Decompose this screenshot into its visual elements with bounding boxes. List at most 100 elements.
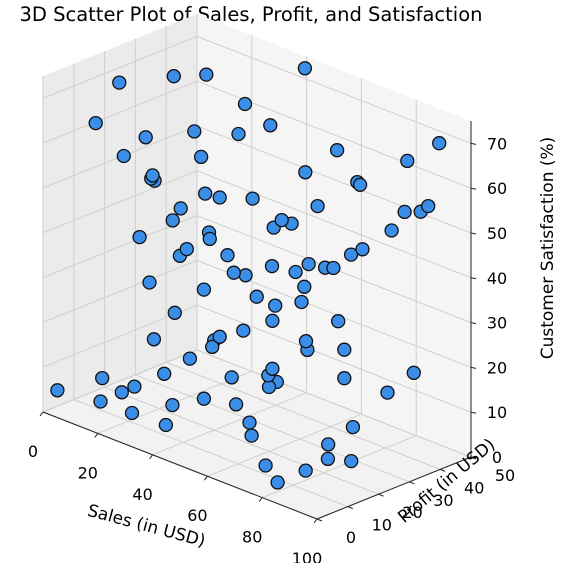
- x-axis-line: [42, 411, 318, 520]
- y-tick-mark: [347, 506, 353, 510]
- data-point: [196, 282, 212, 297]
- data-point: [157, 366, 172, 381]
- data-point: [205, 339, 220, 355]
- x-tick-mark: [203, 475, 208, 481]
- grid-line: [262, 435, 417, 499]
- grid-line: [104, 386, 379, 495]
- data-point: [158, 417, 174, 433]
- data-point: [331, 314, 346, 329]
- data-point: [245, 191, 260, 206]
- z-tick-label: 50: [487, 224, 507, 243]
- z-axis-label: Customer Satisfaction (%): [538, 137, 558, 360]
- y-tick-label: 30: [433, 491, 453, 510]
- data-point: [301, 256, 316, 272]
- z-tick-mark: [470, 142, 477, 145]
- z-tick-label: 70: [487, 134, 507, 153]
- y-tick-label: 20: [402, 503, 422, 522]
- grid-line: [42, 170, 198, 234]
- data-point: [226, 265, 241, 280]
- data-point: [124, 405, 140, 421]
- data-point: [326, 260, 341, 276]
- grid-line: [135, 374, 410, 483]
- grid-line: [42, 259, 198, 323]
- data-point: [352, 177, 368, 192]
- x-tick-label: 60: [187, 506, 207, 525]
- grid-line: [196, 304, 472, 413]
- data-point: [298, 463, 313, 478]
- data-point: [380, 385, 395, 400]
- grid-line: [73, 399, 348, 508]
- data-point: [355, 242, 370, 257]
- z-tick-mark: [470, 366, 477, 369]
- data-point: [337, 342, 352, 357]
- data-point: [224, 370, 239, 385]
- y-axis-line: [316, 456, 472, 520]
- x-tick-label: 20: [78, 463, 98, 482]
- grid-line: [166, 361, 441, 470]
- data-point: [298, 165, 313, 180]
- data-point: [165, 213, 180, 228]
- data-point: [274, 212, 289, 228]
- data-point: [167, 305, 182, 320]
- data-point: [196, 391, 212, 406]
- data-point: [116, 148, 131, 164]
- y-tick-mark: [316, 518, 323, 522]
- z-tick-mark: [470, 322, 477, 325]
- grid-line: [42, 80, 198, 144]
- data-point: [265, 313, 280, 328]
- data-point: [88, 115, 103, 131]
- grid-line: [207, 413, 362, 477]
- data-point: [294, 294, 309, 310]
- z-tick-mark: [470, 232, 477, 235]
- x-tick-label: 40: [132, 485, 152, 504]
- z-tick-mark: [470, 277, 477, 280]
- data-point: [145, 168, 160, 183]
- data-point: [236, 323, 251, 338]
- x-tick-label: 80: [242, 528, 262, 547]
- data-point: [288, 264, 303, 280]
- data-point: [193, 149, 209, 165]
- y-tick-label: 10: [372, 516, 392, 535]
- data-point: [297, 279, 312, 294]
- data-point: [268, 298, 283, 313]
- data-point: [114, 385, 129, 400]
- grid-line: [42, 349, 198, 413]
- y-tick-label: 50: [495, 466, 515, 485]
- data-point: [238, 268, 253, 283]
- data-point: [166, 69, 181, 84]
- data-point: [345, 419, 361, 435]
- z-tick-label: 60: [487, 179, 507, 198]
- grid-line: [196, 170, 472, 279]
- data-point: [132, 229, 147, 245]
- grid-line: [42, 35, 198, 99]
- grid-line: [152, 392, 307, 456]
- data-point: [146, 332, 162, 347]
- data-point: [343, 247, 359, 262]
- z-tick-mark: [470, 456, 477, 459]
- y-tick-mark: [409, 481, 415, 485]
- y-tick-mark: [378, 493, 384, 497]
- x-tick-mark: [39, 411, 44, 417]
- data-point: [228, 397, 244, 412]
- x-tick-mark: [258, 497, 263, 502]
- z-tick-label: 0: [492, 448, 502, 467]
- data-point: [202, 231, 217, 247]
- grid-line: [196, 35, 472, 144]
- data-point: [112, 75, 127, 90]
- data-point: [182, 351, 198, 366]
- x-tick-mark: [313, 518, 318, 524]
- data-point: [231, 126, 246, 142]
- z-tick-label: 20: [487, 358, 507, 377]
- x-tick-label: 0: [28, 442, 38, 461]
- data-point: [220, 248, 235, 263]
- data-point: [127, 379, 142, 394]
- data-point: [142, 275, 157, 290]
- left-back-pane: [43, 14, 197, 412]
- data-point: [242, 415, 257, 430]
- z-tick-label: 40: [487, 269, 507, 288]
- z-tick-label: 10: [487, 403, 507, 422]
- z-tick-mark: [470, 187, 477, 190]
- data-point: [270, 475, 285, 490]
